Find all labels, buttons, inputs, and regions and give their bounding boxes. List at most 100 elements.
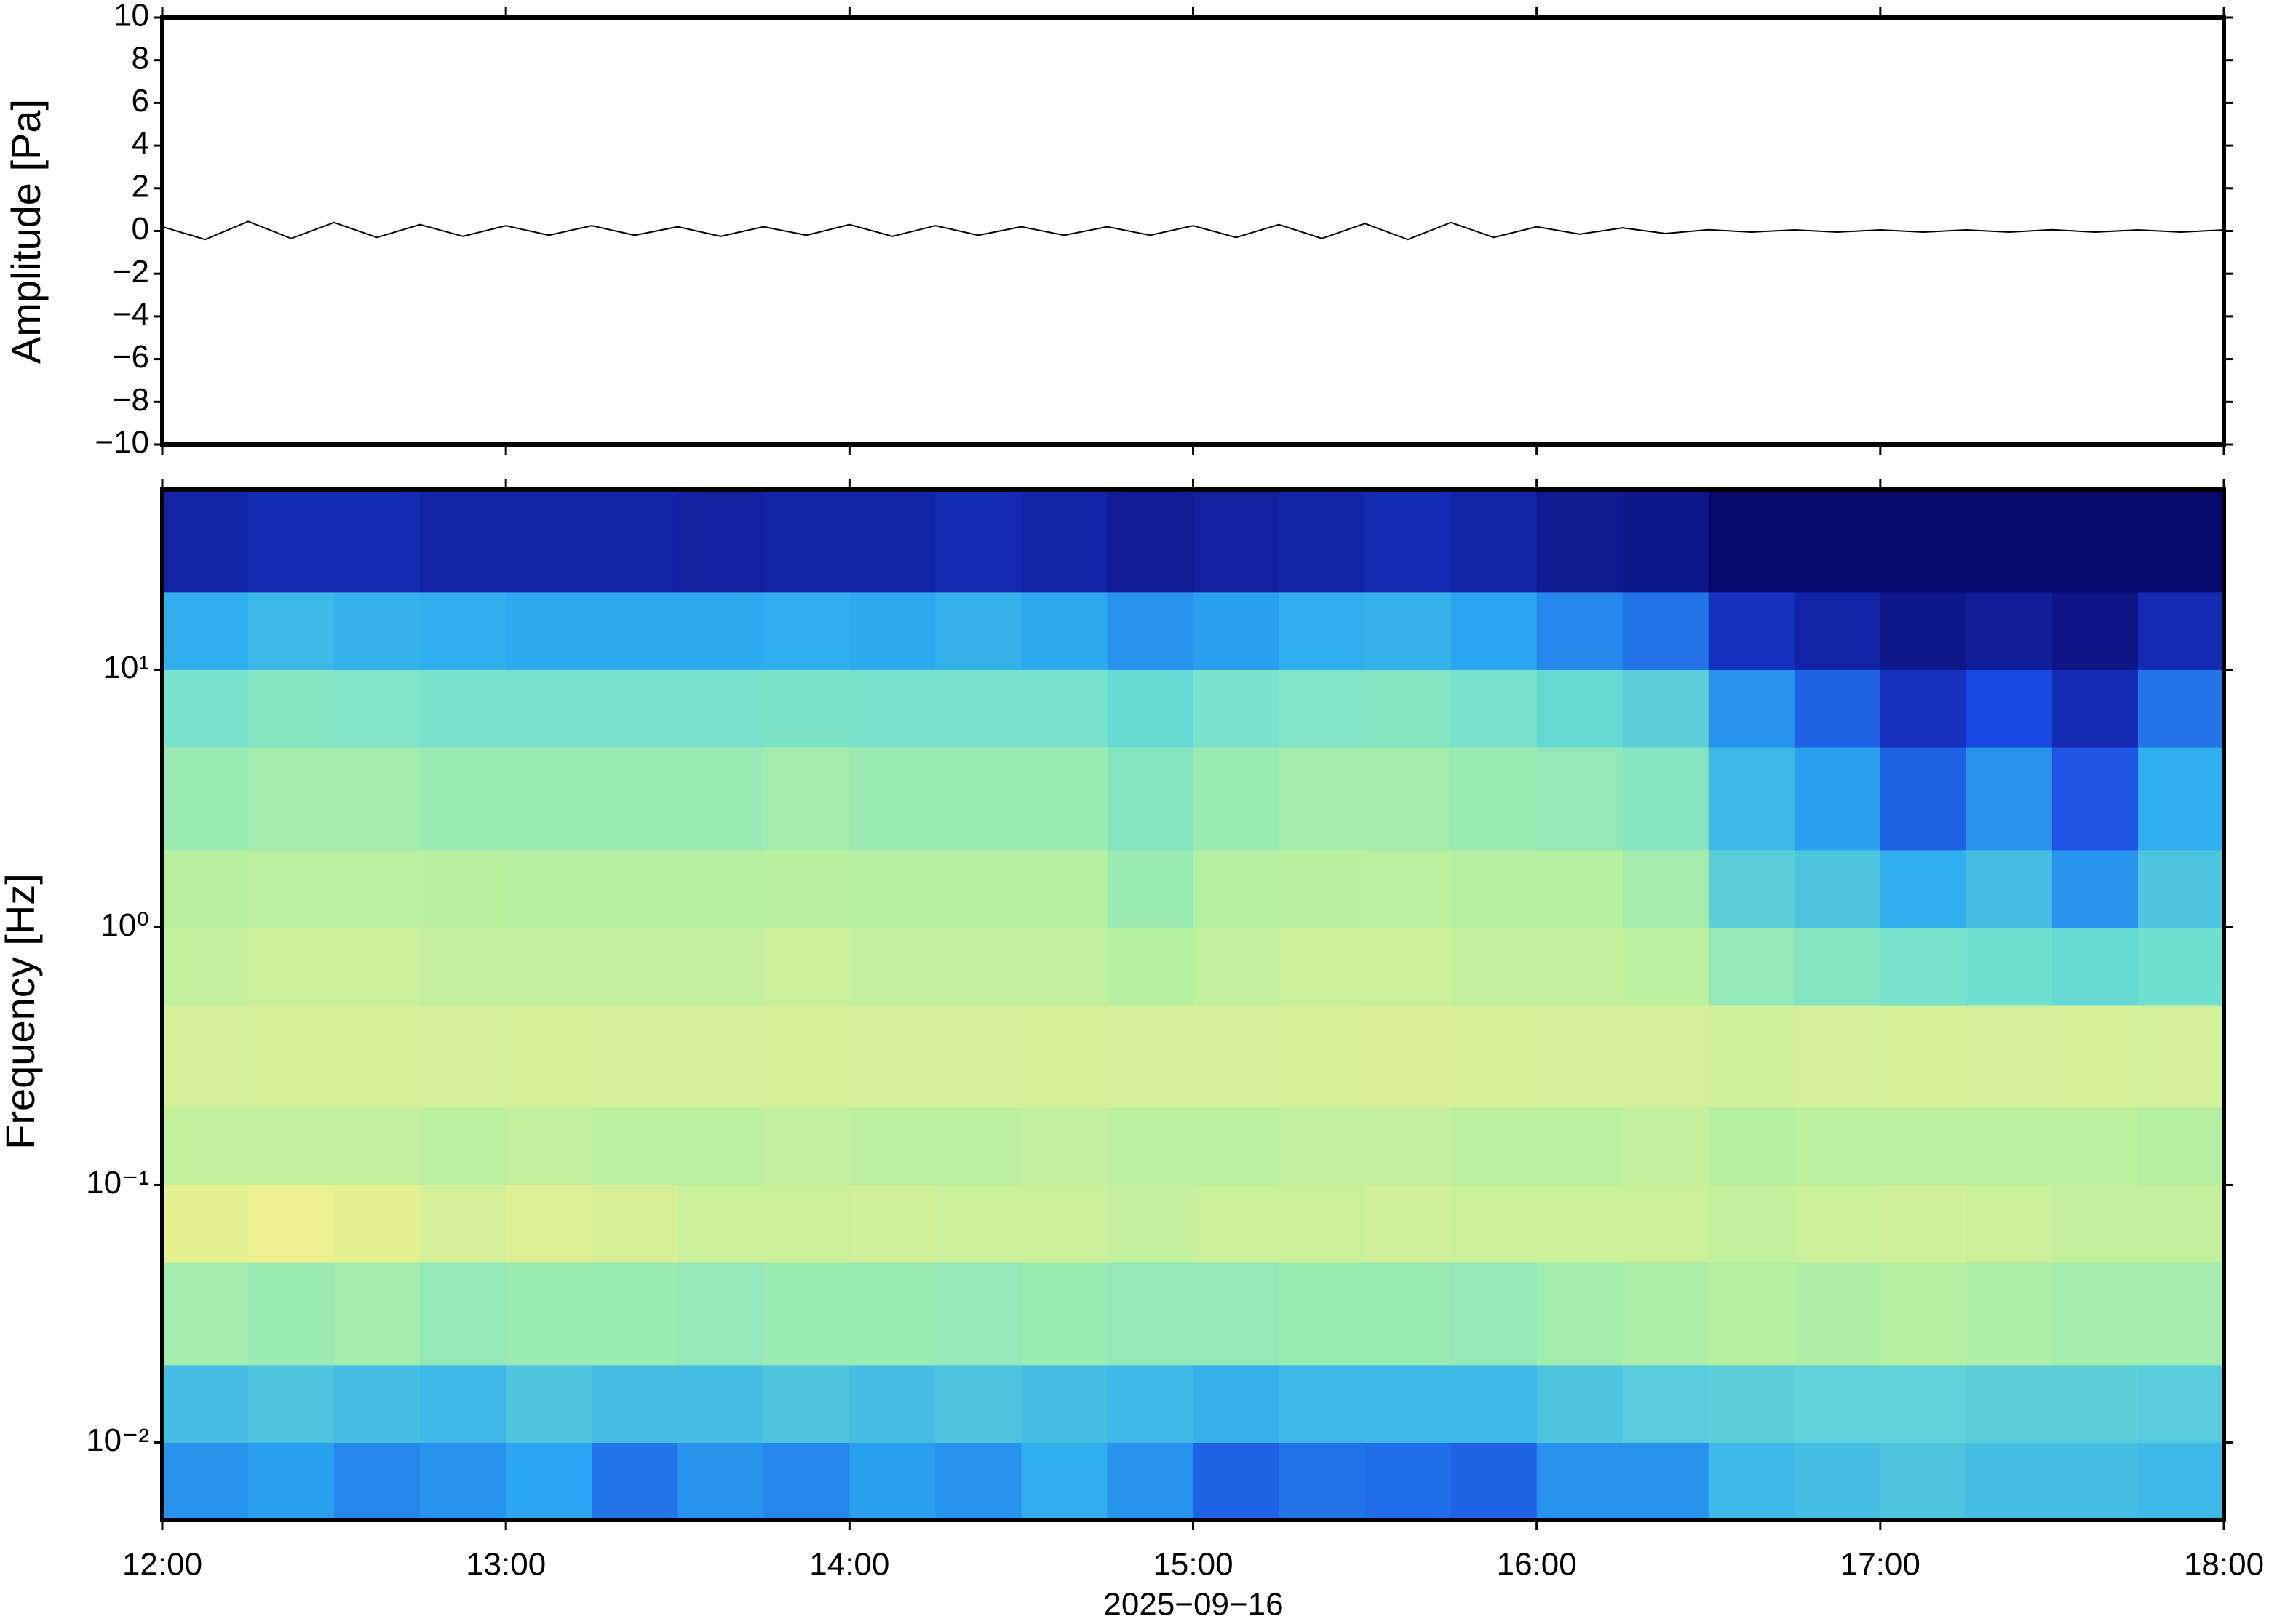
heatmap-cell — [2137, 592, 2225, 670]
heatmap-cell — [1622, 1262, 1709, 1366]
heatmap-cell — [248, 747, 335, 851]
heatmap-cell — [1193, 490, 1280, 593]
heatmap-cell — [592, 1262, 678, 1366]
heatmap-cell — [334, 849, 421, 928]
heatmap-cell — [506, 927, 592, 1006]
heatmap-cell — [1107, 1262, 1193, 1366]
heatmap-cell — [1021, 1107, 1108, 1185]
heatmap-cell — [1450, 747, 1538, 851]
heatmap-cell — [592, 1107, 678, 1185]
heatmap-cell — [592, 1185, 678, 1263]
heatmap-cell — [2137, 927, 2225, 1006]
heatmap-cell — [849, 1107, 936, 1185]
heatmap-cell — [592, 747, 678, 851]
heatmap-cell — [420, 1185, 506, 1263]
heatmap-cell — [1794, 1442, 1881, 1521]
heatmap-cell — [1708, 592, 1795, 670]
heatmap-cell — [1536, 849, 1624, 928]
heatmap-cell — [1536, 747, 1624, 851]
heatmap-cell — [506, 1262, 592, 1366]
heatmap-cell — [1021, 747, 1108, 851]
heatmap-cell — [1193, 1262, 1280, 1366]
heatmap-cell — [1021, 1005, 1108, 1108]
heatmap-cell — [935, 592, 1022, 670]
heatmap-cell — [1708, 1262, 1795, 1366]
heatmap-cell — [763, 669, 850, 748]
heatmap-cell — [592, 592, 678, 670]
heatmap-cell — [1193, 1005, 1280, 1108]
heatmap-cell — [592, 1005, 678, 1108]
y-tick-label: 2 — [132, 168, 149, 204]
heatmap-cell — [849, 1185, 936, 1263]
heatmap-cell — [592, 1364, 678, 1443]
heatmap-cell — [1193, 849, 1280, 928]
heatmap-cell — [334, 1442, 421, 1521]
heatmap-cell — [1279, 747, 1366, 851]
heatmap-cell — [1193, 1185, 1280, 1263]
heatmap-cell — [1794, 747, 1881, 851]
heatmap-cell — [2137, 849, 2225, 928]
heatmap-cell — [248, 490, 335, 593]
heatmap-cell — [1536, 1442, 1624, 1521]
heatmap-cell — [1279, 927, 1366, 1006]
heatmap-cell — [1536, 669, 1624, 748]
x-tick-label: 16:00 — [1497, 1547, 1577, 1583]
heatmap-cell — [677, 849, 764, 928]
heatmap-cell — [677, 1005, 764, 1108]
heatmap-cell — [677, 927, 764, 1006]
heatmap-cell — [1708, 1442, 1795, 1521]
heatmap-cell — [1966, 490, 2053, 593]
heatmap-cell — [506, 1364, 592, 1443]
heatmap-cell — [1279, 1185, 1366, 1263]
heatmap-cell — [162, 1262, 249, 1366]
heatmap-cell — [162, 1442, 249, 1521]
heatmap-cell — [1107, 1442, 1193, 1521]
x-tick-label: 17:00 — [1840, 1547, 1920, 1583]
heatmap-cell — [763, 490, 850, 593]
heatmap-cell — [2137, 1262, 2225, 1366]
heatmap-cell — [1880, 490, 1967, 593]
heatmap-cell — [2051, 1005, 2139, 1108]
heatmap-cell — [420, 1262, 506, 1366]
heatmap-cell — [935, 1005, 1022, 1108]
heatmap-cell — [1021, 927, 1108, 1006]
heatmap-cell — [1622, 1364, 1709, 1443]
heatmap-cell — [1880, 1442, 1967, 1521]
heatmap-cell — [506, 1005, 592, 1108]
heatmap-cell — [2137, 747, 2225, 851]
heatmap-cell — [935, 747, 1022, 851]
heatmap-cell — [420, 592, 506, 670]
heatmap-cell — [1966, 1364, 2053, 1443]
heatmap-cell — [1279, 592, 1366, 670]
heatmap-cell — [592, 1442, 678, 1521]
heatmap-cell — [2051, 490, 2139, 593]
heatmap-cell — [1364, 747, 1452, 851]
heatmap-cell — [248, 849, 335, 928]
heatmap-cell — [248, 1442, 335, 1521]
heatmap-cell — [1021, 592, 1108, 670]
heatmap-cell — [1364, 1364, 1452, 1443]
heatmap-cell — [1966, 1107, 2053, 1185]
heatmap-cell — [1107, 1364, 1193, 1443]
heatmap-cell — [849, 1005, 936, 1108]
heatmap-cell — [1966, 849, 2053, 928]
heatmap-cell — [334, 927, 421, 1006]
heatmap-cell — [334, 592, 421, 670]
heatmap-cell — [1880, 1262, 1967, 1366]
heatmap-cell — [1880, 1185, 1967, 1263]
heatmap-cell — [1536, 592, 1624, 670]
heatmap-cell — [1708, 849, 1795, 928]
heatmap-cell — [1364, 490, 1452, 593]
heatmap-cell — [763, 592, 850, 670]
heatmap-cell — [935, 1364, 1022, 1443]
heatmap-cell — [334, 1262, 421, 1366]
heatmap-cell — [677, 1262, 764, 1366]
heatmap-cell — [935, 1107, 1022, 1185]
heatmap-cell — [677, 669, 764, 748]
y-tick-label: 0 — [132, 211, 149, 247]
heatmap-cell — [1279, 1107, 1366, 1185]
heatmap-cell — [1622, 1005, 1709, 1108]
heatmap-cell — [2137, 1107, 2225, 1185]
heatmap-cell — [1622, 1442, 1709, 1521]
